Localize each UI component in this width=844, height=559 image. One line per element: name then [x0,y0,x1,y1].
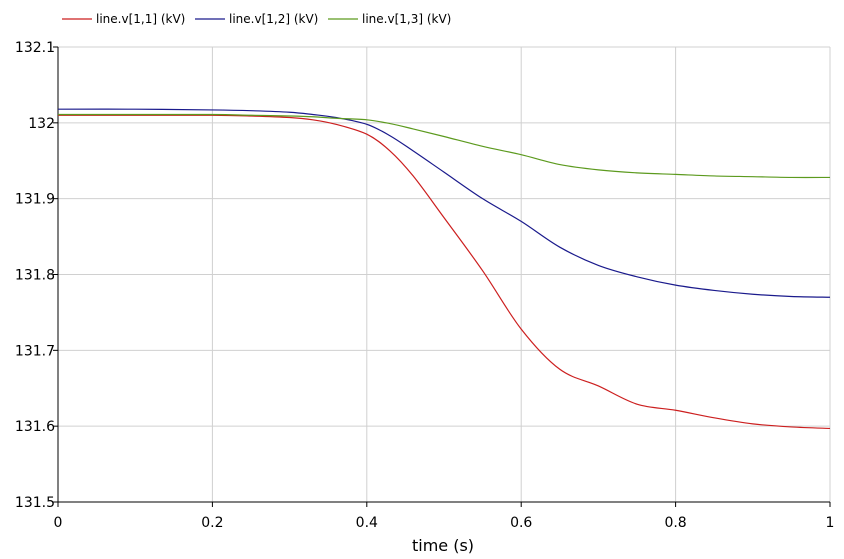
y-tick-label: 131.5 [15,495,55,511]
grid [58,46,831,502]
x-tick-label: 0.2 [201,515,223,531]
series-line-1 [58,114,831,430]
x-tick-label: 0.6 [510,515,532,531]
legend-label-2: line.v[1,2] (kV) [229,12,318,26]
y-tick-label: 131.6 [15,419,55,435]
series-line-3 [58,113,831,179]
y-tick-label: 131.7 [15,343,55,359]
x-tick-label: 0.4 [356,515,378,531]
legend-label-3: line.v[1,3] (kV) [362,12,451,26]
y-tick-label: 131.8 [15,268,55,284]
x-tick-label: 1 [826,515,835,531]
axes [53,46,831,507]
x-tick-labels: 0 0.2 0.4 0.6 0.8 1 [54,515,835,531]
x-tick-label: 0 [54,515,63,531]
y-tick-label: 131.9 [15,192,55,208]
y-tick-labels: 131.5 131.6 131.7 131.8 131.9 132 132.1 [15,40,55,511]
y-tick-label: 132.1 [15,40,55,56]
legend: line.v[1,1] (kV) line.v[1,2] (kV) line.v[1… [62,12,451,26]
x-tick-label: 0.8 [664,515,686,531]
legend-label-1: line.v[1,1] (kV) [96,12,185,26]
x-axis-label: time (s) [412,536,474,555]
series-line-2 [57,108,831,298]
y-tick-label: 132 [28,116,55,132]
series-lines [57,108,831,430]
